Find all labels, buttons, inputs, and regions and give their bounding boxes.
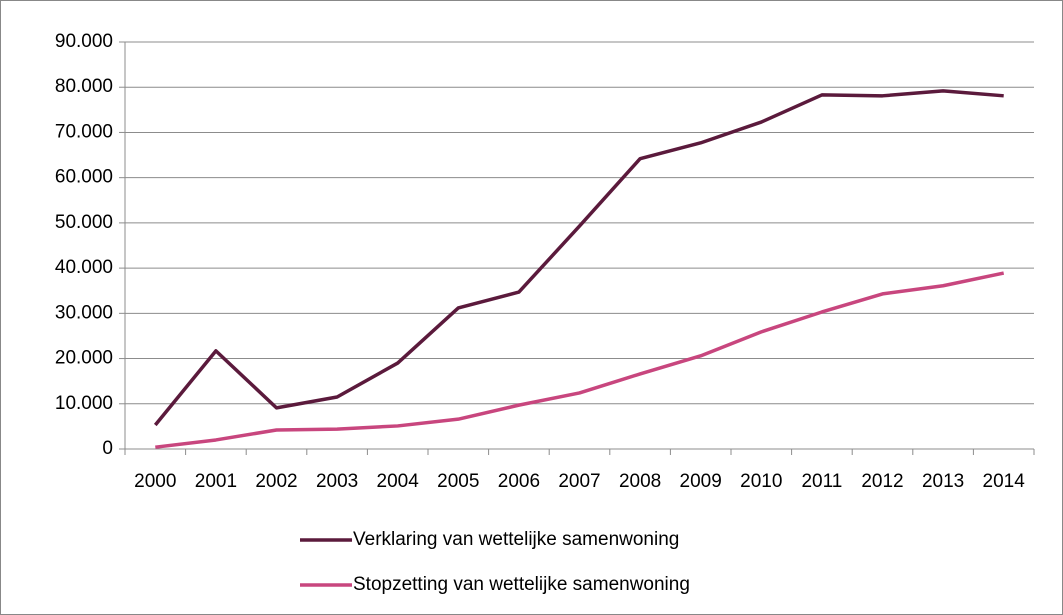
x-tick-label: 2001 bbox=[195, 471, 237, 492]
y-tick-label: 60.000 bbox=[55, 167, 113, 188]
x-tick-label: 2002 bbox=[255, 471, 297, 492]
y-tick-label: 10.000 bbox=[55, 393, 113, 414]
x-tick-label: 2005 bbox=[437, 471, 479, 492]
series-line bbox=[155, 271, 1005, 449]
x-tick-label: 2004 bbox=[377, 471, 420, 492]
y-tick-label: 0 bbox=[102, 438, 113, 459]
x-tick-label: 2010 bbox=[740, 471, 782, 492]
y-tick-label: 30.000 bbox=[55, 302, 113, 323]
x-tick-label: 2006 bbox=[498, 471, 540, 492]
legend-label: Stopzetting van wettelijke samenwoning bbox=[353, 574, 690, 595]
y-tick-label: 50.000 bbox=[55, 212, 113, 233]
x-tick-label: 2014 bbox=[983, 471, 1026, 492]
x-tick-label: 2008 bbox=[619, 471, 661, 492]
y-tick-label: 80.000 bbox=[55, 76, 113, 97]
x-tick-label: 2007 bbox=[558, 471, 600, 492]
x-tick-label: 2011 bbox=[801, 471, 842, 492]
x-tick-label: 2000 bbox=[134, 471, 176, 492]
x-tick-label: 2009 bbox=[680, 471, 722, 492]
x-tick-label: 2003 bbox=[316, 471, 358, 492]
series-line bbox=[153, 89, 1004, 427]
x-tick-label: 2013 bbox=[922, 471, 964, 492]
y-tick-label: 20.000 bbox=[55, 348, 113, 369]
x-tick-label: 2012 bbox=[861, 471, 903, 492]
y-tick-label: 70.000 bbox=[55, 121, 113, 142]
legend-label: Verklaring van wettelijke samenwoning bbox=[353, 529, 679, 550]
y-tick-label: 90.000 bbox=[55, 31, 113, 52]
y-tick-label: 40.000 bbox=[55, 257, 113, 278]
